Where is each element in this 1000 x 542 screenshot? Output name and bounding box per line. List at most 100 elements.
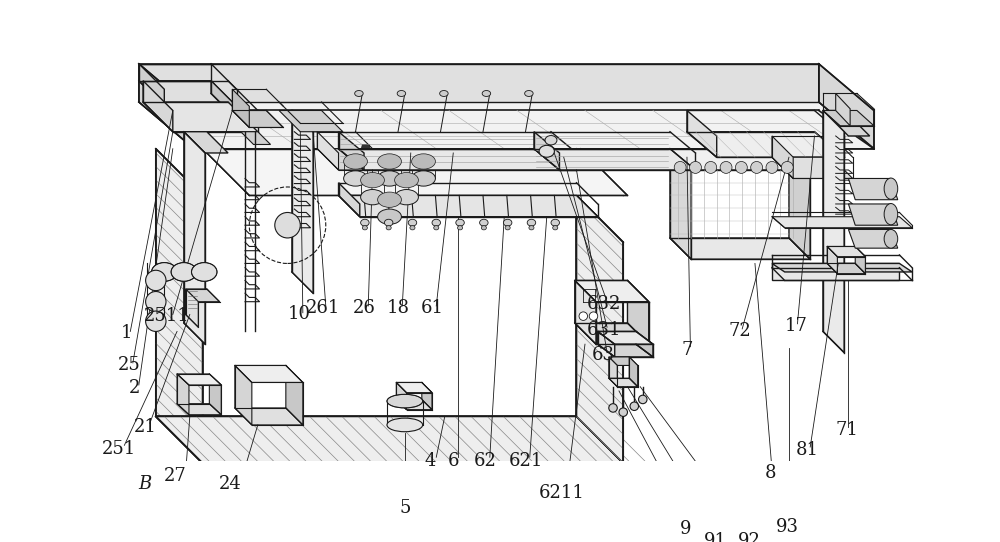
Polygon shape bbox=[855, 247, 865, 274]
Ellipse shape bbox=[525, 91, 533, 96]
Ellipse shape bbox=[152, 263, 177, 281]
Polygon shape bbox=[609, 357, 617, 386]
Polygon shape bbox=[598, 332, 653, 344]
Ellipse shape bbox=[458, 225, 463, 230]
Text: 72: 72 bbox=[728, 322, 751, 340]
Polygon shape bbox=[534, 132, 559, 170]
Polygon shape bbox=[848, 229, 898, 248]
Ellipse shape bbox=[361, 190, 384, 205]
Ellipse shape bbox=[395, 172, 418, 188]
Text: 26: 26 bbox=[353, 299, 375, 317]
Polygon shape bbox=[627, 280, 649, 344]
Ellipse shape bbox=[432, 220, 441, 226]
Ellipse shape bbox=[386, 225, 391, 230]
Text: 1: 1 bbox=[120, 324, 132, 342]
Ellipse shape bbox=[387, 395, 423, 408]
Ellipse shape bbox=[384, 220, 393, 226]
Circle shape bbox=[735, 162, 747, 173]
Text: 2511: 2511 bbox=[144, 307, 190, 325]
Ellipse shape bbox=[551, 220, 559, 226]
Polygon shape bbox=[636, 332, 653, 357]
Polygon shape bbox=[687, 132, 844, 157]
Polygon shape bbox=[232, 111, 283, 127]
Text: 8: 8 bbox=[765, 463, 776, 481]
Polygon shape bbox=[184, 132, 205, 344]
Text: 261: 261 bbox=[306, 299, 340, 317]
Polygon shape bbox=[629, 357, 638, 386]
Polygon shape bbox=[422, 383, 432, 410]
Polygon shape bbox=[576, 196, 623, 463]
Circle shape bbox=[751, 162, 763, 173]
Polygon shape bbox=[396, 399, 432, 410]
Polygon shape bbox=[772, 263, 912, 272]
Ellipse shape bbox=[884, 178, 898, 199]
Polygon shape bbox=[575, 323, 649, 344]
Polygon shape bbox=[241, 132, 271, 145]
Polygon shape bbox=[609, 357, 638, 365]
Circle shape bbox=[146, 311, 166, 332]
Ellipse shape bbox=[378, 209, 401, 224]
Ellipse shape bbox=[884, 229, 898, 248]
Circle shape bbox=[639, 395, 647, 404]
Ellipse shape bbox=[378, 154, 401, 169]
Circle shape bbox=[275, 212, 300, 238]
Polygon shape bbox=[186, 289, 198, 327]
Polygon shape bbox=[670, 149, 691, 259]
Text: 61: 61 bbox=[421, 299, 444, 317]
Ellipse shape bbox=[395, 190, 418, 205]
Polygon shape bbox=[670, 238, 810, 259]
Text: 63: 63 bbox=[592, 346, 615, 364]
Ellipse shape bbox=[480, 220, 488, 226]
Text: 24: 24 bbox=[218, 475, 241, 493]
Polygon shape bbox=[772, 136, 793, 178]
Polygon shape bbox=[143, 81, 173, 132]
Circle shape bbox=[146, 292, 166, 312]
Polygon shape bbox=[836, 93, 850, 126]
Circle shape bbox=[720, 162, 732, 173]
Polygon shape bbox=[177, 374, 221, 385]
Ellipse shape bbox=[361, 220, 369, 226]
Circle shape bbox=[766, 162, 778, 173]
Circle shape bbox=[589, 312, 598, 320]
Polygon shape bbox=[534, 149, 695, 170]
Polygon shape bbox=[848, 178, 898, 199]
Circle shape bbox=[630, 402, 639, 410]
Polygon shape bbox=[139, 64, 164, 106]
Polygon shape bbox=[827, 263, 865, 274]
Polygon shape bbox=[339, 196, 598, 217]
Polygon shape bbox=[292, 111, 313, 293]
Ellipse shape bbox=[387, 418, 423, 432]
Polygon shape bbox=[575, 280, 596, 344]
Polygon shape bbox=[339, 183, 360, 217]
Circle shape bbox=[781, 162, 793, 173]
Text: 91: 91 bbox=[704, 532, 727, 542]
Polygon shape bbox=[848, 204, 898, 225]
Polygon shape bbox=[827, 247, 865, 257]
Text: 6: 6 bbox=[448, 451, 459, 469]
Polygon shape bbox=[819, 64, 874, 149]
Polygon shape bbox=[209, 374, 221, 415]
Ellipse shape bbox=[545, 136, 557, 145]
Polygon shape bbox=[772, 157, 853, 178]
Polygon shape bbox=[177, 374, 189, 415]
Ellipse shape bbox=[344, 171, 367, 186]
Polygon shape bbox=[396, 383, 407, 410]
Polygon shape bbox=[598, 344, 653, 357]
Ellipse shape bbox=[440, 91, 448, 96]
Ellipse shape bbox=[410, 225, 415, 230]
Text: 5: 5 bbox=[399, 499, 411, 517]
Polygon shape bbox=[827, 247, 837, 274]
Ellipse shape bbox=[884, 204, 898, 225]
Circle shape bbox=[146, 270, 166, 291]
Ellipse shape bbox=[378, 171, 401, 186]
Polygon shape bbox=[823, 111, 870, 136]
Polygon shape bbox=[203, 149, 627, 196]
Polygon shape bbox=[279, 111, 343, 132]
Circle shape bbox=[690, 162, 701, 173]
Polygon shape bbox=[139, 102, 874, 149]
Polygon shape bbox=[772, 217, 912, 228]
Ellipse shape bbox=[539, 145, 554, 157]
Circle shape bbox=[674, 162, 686, 173]
Text: B: B bbox=[138, 475, 151, 493]
Text: 71: 71 bbox=[835, 421, 858, 439]
